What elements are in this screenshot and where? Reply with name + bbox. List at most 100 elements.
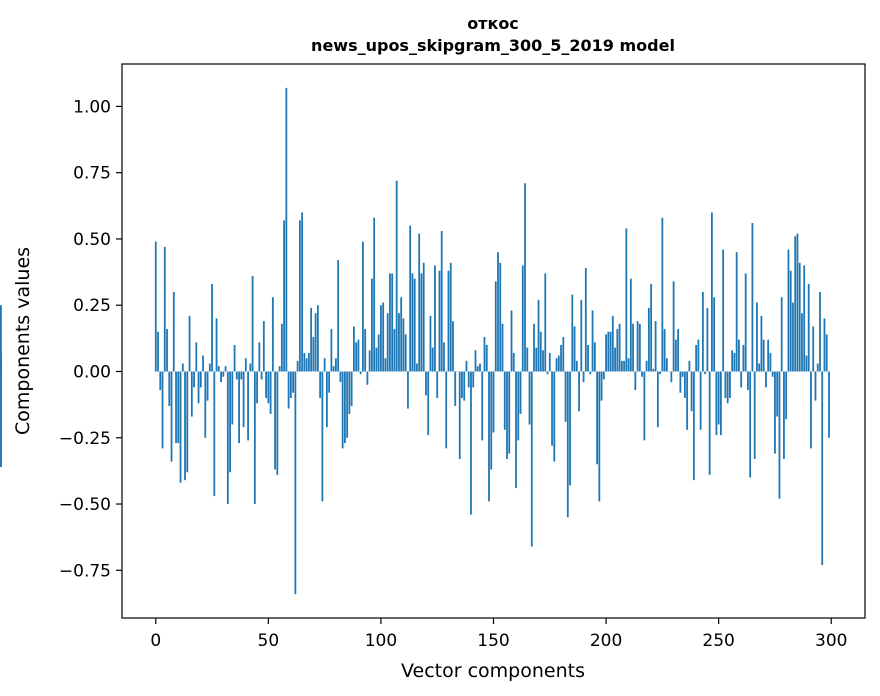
bar xyxy=(600,371,603,401)
bar xyxy=(463,371,466,401)
bar xyxy=(382,302,385,372)
x-tick-label: 0 xyxy=(150,631,161,651)
bar xyxy=(625,228,628,372)
bar xyxy=(249,363,252,372)
bar xyxy=(647,307,650,372)
bar xyxy=(407,371,409,409)
bar xyxy=(762,339,765,372)
bar xyxy=(821,371,824,565)
x-tick-label: 100 xyxy=(365,631,397,651)
bar xyxy=(632,323,634,372)
bar xyxy=(731,350,734,372)
bar xyxy=(368,350,371,372)
bar xyxy=(530,371,533,547)
bar xyxy=(467,371,470,388)
plot-frame xyxy=(121,63,866,619)
bar xyxy=(454,371,457,406)
bar xyxy=(276,371,279,475)
y-tick-label: −0.50 xyxy=(59,495,111,515)
bar xyxy=(193,371,195,388)
bar xyxy=(328,371,331,393)
bar xyxy=(634,371,637,391)
bar xyxy=(774,371,776,454)
bar xyxy=(393,329,396,372)
bar xyxy=(672,281,675,372)
y-axis-ticks: −0.75 −0.50 −0.25 0.00 0.25 0.50 0.75 1.00 xyxy=(59,97,122,581)
bar xyxy=(717,371,720,425)
bar xyxy=(533,323,535,372)
bar xyxy=(508,371,511,454)
bar xyxy=(292,371,295,393)
bar xyxy=(575,360,578,372)
bar xyxy=(674,339,677,372)
bar xyxy=(325,371,328,428)
bar xyxy=(461,371,463,398)
bar xyxy=(195,342,198,372)
bar xyxy=(616,329,619,372)
bar xyxy=(287,371,290,409)
bar xyxy=(458,371,461,459)
y-tick-label: 1.00 xyxy=(73,97,111,117)
bar xyxy=(521,265,524,372)
bar xyxy=(681,371,684,377)
bar xyxy=(161,371,164,449)
bar xyxy=(402,318,405,372)
bar xyxy=(404,334,407,372)
bar xyxy=(199,371,202,388)
bar xyxy=(512,352,515,372)
bar xyxy=(751,223,754,372)
bar xyxy=(708,371,711,475)
x-tick-label: 300 xyxy=(815,631,847,651)
bar xyxy=(501,323,504,372)
bar xyxy=(490,371,493,470)
bar xyxy=(578,371,580,412)
bar xyxy=(265,371,267,398)
bar xyxy=(697,339,700,372)
x-tick-label: 250 xyxy=(702,631,734,651)
bar xyxy=(796,233,799,372)
bar xyxy=(569,371,571,486)
bar xyxy=(828,371,830,438)
bar xyxy=(758,363,761,372)
bar xyxy=(564,371,567,422)
bar xyxy=(546,371,549,375)
y-tick-label: 0.75 xyxy=(73,164,111,184)
bar xyxy=(483,337,486,372)
bar xyxy=(492,371,495,433)
bar xyxy=(499,262,502,372)
bar xyxy=(720,371,722,436)
bar xyxy=(650,284,653,372)
bar xyxy=(769,352,772,372)
bar xyxy=(663,329,666,372)
chart-title-line1: откос xyxy=(467,14,519,33)
bar xyxy=(177,371,180,444)
bar xyxy=(548,352,551,372)
bar xyxy=(605,334,607,372)
bar xyxy=(812,326,815,372)
bar xyxy=(582,371,585,383)
bar xyxy=(323,358,326,372)
bar xyxy=(765,371,767,388)
bar xyxy=(362,241,364,372)
bar xyxy=(425,371,427,396)
bar xyxy=(539,331,542,372)
bar xyxy=(213,371,216,497)
bar xyxy=(488,371,490,502)
bar xyxy=(744,273,747,372)
bar xyxy=(316,305,319,372)
bar xyxy=(699,371,702,430)
bar xyxy=(168,371,171,406)
bar xyxy=(485,344,488,372)
bar xyxy=(584,268,587,372)
bar xyxy=(688,360,691,372)
bar xyxy=(258,342,261,372)
bar xyxy=(188,315,191,372)
bar xyxy=(449,262,452,372)
bar xyxy=(395,180,398,372)
bar xyxy=(371,278,373,372)
bar xyxy=(528,371,531,425)
bar xyxy=(602,371,605,380)
bar xyxy=(665,358,668,372)
bar xyxy=(740,371,743,388)
bar xyxy=(339,371,342,383)
